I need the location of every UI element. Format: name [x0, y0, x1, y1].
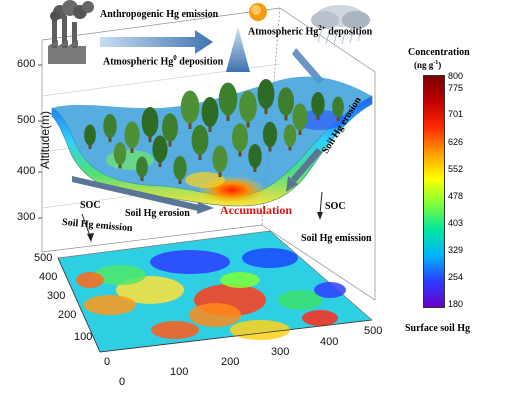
map-y-tick: 200 — [58, 309, 77, 321]
factory-icon — [48, 0, 94, 64]
soil-erosion-left-label: Soil Hg erosion — [125, 208, 190, 219]
rain-cloud-icon — [311, 5, 370, 45]
surface-heatmap — [57, 230, 373, 353]
hg2-deposition-arrow — [292, 48, 324, 84]
forest — [84, 79, 344, 184]
colorbar-tick: 478 — [448, 191, 464, 201]
altitude-ticks — [38, 64, 42, 219]
anthropogenic-emission-label: Anthropogenic Hg emission — [100, 9, 219, 20]
map-y-tick: 100 — [74, 331, 93, 343]
altitude-tick: 300 — [17, 211, 36, 223]
map-x-tick: 100 — [170, 366, 189, 378]
map-x-tick: 400 — [320, 336, 339, 348]
transport-arrows — [72, 148, 323, 242]
accumulation-label: Accumulation — [220, 203, 292, 217]
colorbar-tick: 254 — [448, 272, 464, 282]
map-x-tick: 300 — [271, 346, 290, 358]
map-y-tick: 300 — [47, 290, 66, 302]
sun-icon — [249, 3, 267, 21]
colorbar-tick: 552 — [448, 164, 464, 174]
colorbar-tick: 626 — [448, 137, 464, 147]
soc-right-label: SOC — [325, 201, 346, 212]
soc-left-label: SOC — [80, 200, 101, 211]
map-x-tick: 200 — [221, 356, 240, 368]
colorbar — [423, 75, 445, 308]
colorbar-unit: (ng g-1) — [414, 60, 442, 70]
map-y-tick: 400 — [39, 271, 58, 283]
surface-soil-label: Surface soil Hg — [405, 323, 470, 334]
colorbar-tick: 800 — [448, 71, 464, 81]
colorbar-tick: 701 — [448, 109, 464, 119]
map-x-tick: 0 — [119, 376, 126, 388]
altitude-tick: 500 — [17, 114, 36, 126]
altitude-tick: 600 — [17, 58, 36, 70]
map-y-tick: 0 — [104, 356, 111, 368]
emission-arrow — [100, 30, 213, 54]
atmospheric-hg0-label: Atmospheric Hg0 deposition — [103, 54, 224, 68]
map-y-tick: 500 — [34, 252, 53, 264]
colorbar-tick: 329 — [448, 245, 464, 255]
altitude-tick: 400 — [17, 165, 36, 177]
altitude-axis-label: Altitude(m) — [38, 110, 53, 170]
deposition-cone — [226, 27, 250, 72]
colorbar-tick: 775 — [448, 83, 464, 93]
soil-emission-right-label: Soil Hg emission — [301, 233, 372, 244]
colorbar-title: Concentration — [408, 47, 470, 58]
colorbar-tick: 180 — [448, 299, 464, 309]
atmospheric-hg2-label: Atmospheric Hg2+ deposition — [248, 24, 373, 38]
colorbar-tick: 403 — [448, 218, 464, 228]
map-x-tick: 500 — [364, 325, 383, 337]
